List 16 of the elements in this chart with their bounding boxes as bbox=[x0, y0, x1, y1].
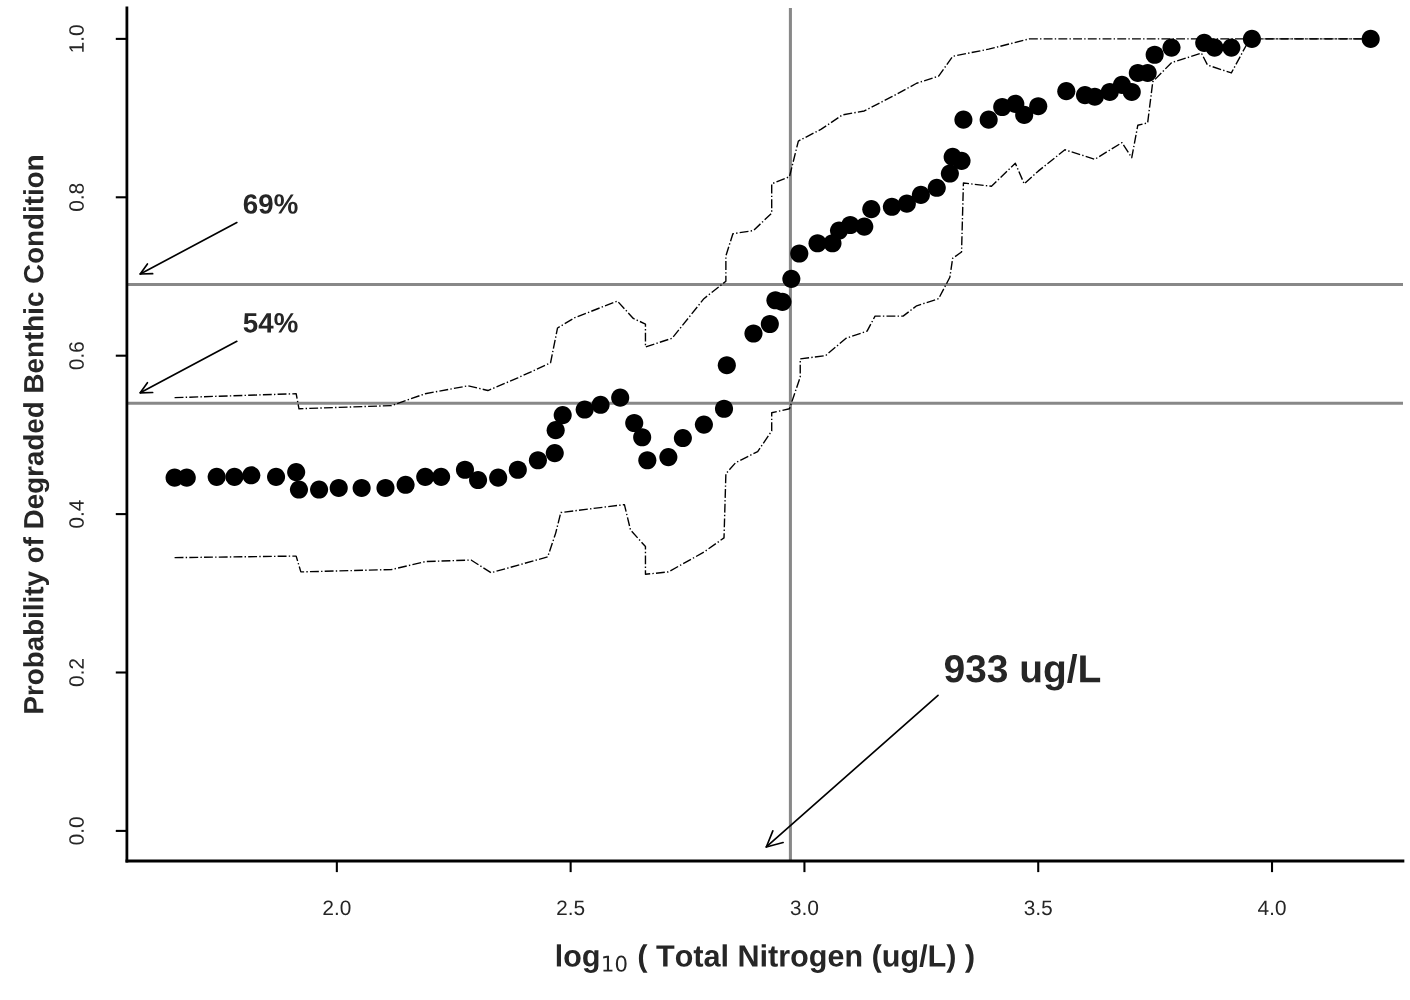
x-tick-label: 3.0 bbox=[790, 900, 819, 916]
x-tick-label: 3.5 bbox=[1024, 900, 1052, 916]
y-tick-label: 0.4 bbox=[69, 500, 84, 528]
x-tick-label: 2.5 bbox=[557, 900, 585, 916]
x-tick-label: 4.0 bbox=[1258, 900, 1286, 916]
y-axis-title: Probability of Degraded Benthic Condition bbox=[23, 156, 50, 713]
y-tick-label: 0.8 bbox=[69, 183, 84, 211]
y-tick-label: 0.0 bbox=[69, 817, 84, 845]
y-tick-label: 0.2 bbox=[69, 659, 84, 687]
x-tick-label: 2.0 bbox=[323, 900, 351, 916]
y-tick-label: 1.0 bbox=[69, 25, 84, 52]
x-axis-title: log$_{10}$ ( Total Nitrogen (ug/L) ) bbox=[556, 944, 974, 973]
ref-line-label: 54% bbox=[243, 313, 298, 333]
y-tick-label: 0.6 bbox=[69, 342, 84, 370]
annotation: 933 ug/L bbox=[944, 653, 1101, 691]
ref-line-label: 69% bbox=[243, 194, 298, 214]
